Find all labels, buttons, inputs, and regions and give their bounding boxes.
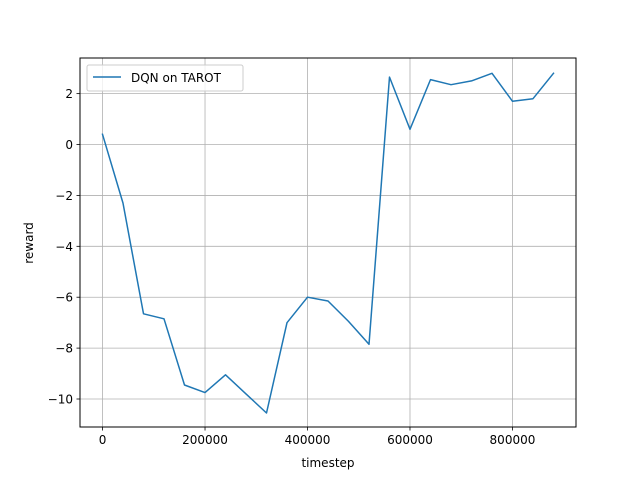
y-axis: 2 0 −2 −4 −6 −8 −10: [48, 87, 80, 407]
y-tick-label: −4: [55, 240, 73, 254]
series-layer: [101, 72, 555, 414]
x-tick-label: 0: [99, 433, 107, 447]
x-axis-label: timestep: [301, 456, 354, 470]
y-tick-label: 2: [65, 87, 73, 101]
legend-box: [86, 64, 244, 92]
legend: DQN on TAROT: [86, 64, 244, 92]
x-tick-label: 400000: [285, 433, 331, 447]
x-axis: 0 200000 400000 600000 800000: [99, 427, 536, 447]
legend-label: DQN on TAROT: [131, 71, 222, 85]
y-tick-label: −8: [55, 342, 73, 356]
grid: [80, 58, 576, 427]
plot-frame: [79, 57, 577, 428]
y-tick-label: 0: [65, 138, 73, 152]
x-tick-label: 800000: [490, 433, 536, 447]
x-tick-label: 200000: [182, 433, 228, 447]
y-tick-label: −6: [55, 291, 73, 305]
y-tick-label: −10: [48, 393, 73, 407]
y-axis-label: reward: [22, 222, 36, 264]
y-tick-label: −2: [55, 189, 73, 203]
series-line: [101, 72, 555, 414]
x-tick-label: 600000: [387, 433, 433, 447]
